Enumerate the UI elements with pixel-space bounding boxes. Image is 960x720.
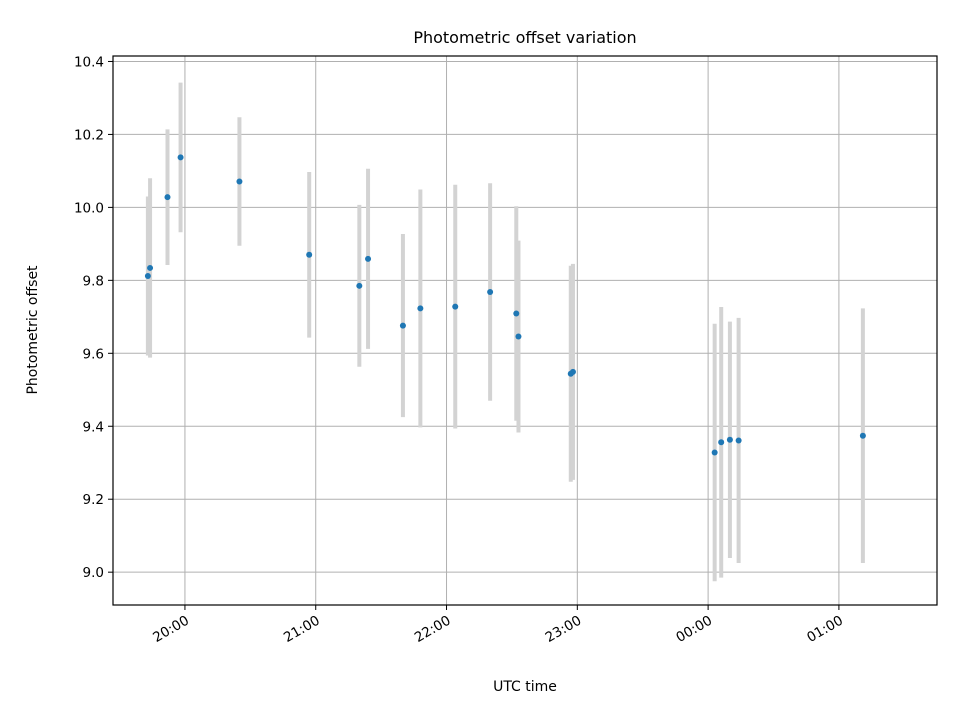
data-point <box>735 437 742 444</box>
plot-area <box>113 56 937 605</box>
data-point <box>569 368 576 375</box>
data-point <box>726 436 733 443</box>
data-point <box>236 178 243 185</box>
data-point <box>356 282 363 289</box>
data-point <box>306 251 313 258</box>
y-tick-label: 9.6 <box>83 346 104 362</box>
data-point <box>487 289 494 296</box>
data-point <box>718 439 725 446</box>
data-point <box>399 322 406 329</box>
data-point <box>147 264 154 271</box>
y-tick-label: 9.0 <box>83 565 104 581</box>
y-tick-label: 10.2 <box>74 127 104 143</box>
data-point <box>144 272 151 279</box>
data-point <box>859 432 866 439</box>
data-point <box>452 303 459 310</box>
y-tick-label: 9.8 <box>83 273 104 289</box>
chart-title: Photometric offset variation <box>413 28 636 47</box>
data-point <box>515 333 522 340</box>
data-point <box>365 255 372 262</box>
x-axis-label: UTC time <box>493 679 557 695</box>
y-tick-label: 10.4 <box>74 54 104 70</box>
y-tick-label: 9.2 <box>83 492 104 508</box>
data-point <box>513 310 520 317</box>
data-point <box>164 194 171 201</box>
data-point <box>417 305 424 312</box>
plot-frame <box>112 55 938 606</box>
y-axis-label: Photometric offset <box>25 265 41 395</box>
data-point <box>711 449 718 456</box>
y-tick-label: 9.4 <box>83 419 104 435</box>
data-point <box>177 154 184 161</box>
y-tick-label: 10.0 <box>74 200 104 216</box>
data-points <box>144 154 866 456</box>
grid <box>113 56 937 605</box>
